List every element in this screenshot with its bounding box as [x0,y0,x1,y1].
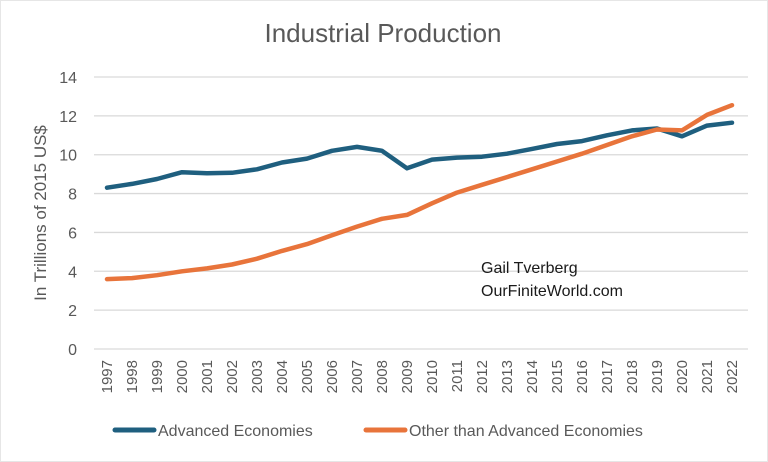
legend-label-other-than-advanced-economies: Other than Advanced Economies [409,423,643,440]
y-axis-ticks: 0 2 4 6 8 10 12 14 [59,70,77,359]
y-axis-label: In Trillions of 2015 US$ [31,125,50,301]
x-tick-label: 2007 [349,360,366,393]
x-tick-label: 2002 [224,360,241,393]
x-tick-label: 2017 [599,360,616,393]
chart-title: Industrial Production [264,18,501,48]
y-tick-label: 8 [68,187,77,204]
x-tick-label: 1997 [99,360,116,393]
x-tick-label: 1999 [149,360,166,393]
y-tick-label: 12 [59,109,77,126]
x-tick-label: 2005 [299,360,316,393]
legend-label-advanced-economies: Advanced Economies [158,423,313,440]
y-tick-label: 4 [68,264,77,281]
x-tick-label: 2003 [249,360,266,393]
x-tick-label: 2011 [449,360,466,392]
gridlines [94,76,748,350]
y-tick-label: 6 [68,225,77,242]
x-tick-label: 2008 [374,360,391,393]
x-tick-label: 2004 [274,360,291,393]
series-line-other-than-advanced-economies [104,102,735,282]
x-tick-label: 2016 [574,360,591,393]
x-tick-label: 2001 [199,360,216,393]
x-tick-label: 2009 [399,360,416,393]
y-tick-label: 0 [68,342,77,359]
legend: Advanced Economies Other than Advanced E… [112,423,643,440]
x-tick-label: 2015 [549,360,566,393]
x-tick-label: 1998 [124,360,141,393]
x-tick-label: 2000 [174,360,191,393]
x-tick-label: 2013 [499,360,516,393]
x-tick-label: 2021 [699,360,716,393]
x-tick-label: 2006 [324,360,341,393]
x-tick-label: 2014 [524,360,541,393]
annotation-author: Gail Tverberg [481,260,578,277]
annotation-website: OurFiniteWorld.com [481,283,623,300]
y-tick-label: 14 [59,70,77,87]
series-lines [104,102,735,282]
x-tick-label: 2020 [674,360,691,393]
x-tick-label: 2019 [649,360,666,393]
x-tick-label: 2012 [474,360,491,393]
x-tick-label: 2018 [624,360,641,393]
series-line-advanced-economies [104,120,735,190]
y-tick-label: 2 [68,303,77,320]
x-tick-label: 2022 [724,360,741,393]
x-axis-ticks: 1997 1998 1999 2000 2001 2002 2003 2004 2005 2006… [99,360,741,393]
y-tick-label: 10 [59,148,77,165]
x-tick-label: 2010 [424,360,441,393]
